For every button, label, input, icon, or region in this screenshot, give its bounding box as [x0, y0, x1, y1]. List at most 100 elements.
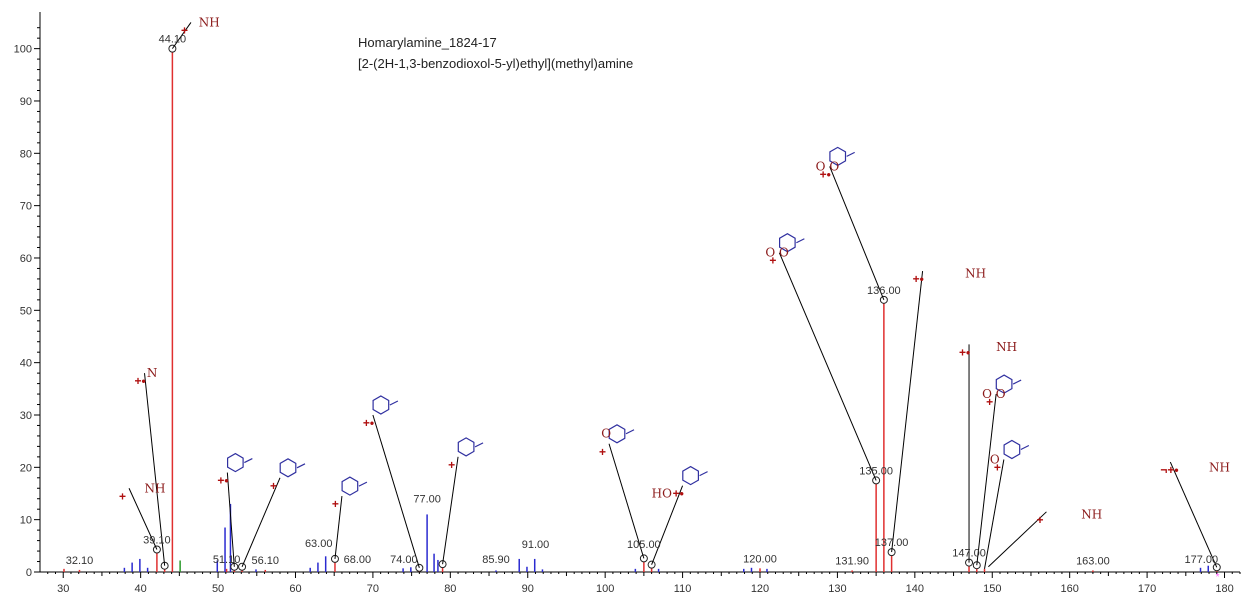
- leader-line: [241, 477, 281, 567]
- bond-shape: [699, 471, 708, 477]
- fragment-charge: +•: [673, 487, 684, 501]
- x-tick-label: 50: [212, 583, 224, 595]
- ring-shape: [778, 233, 796, 253]
- fragment-structure: +: [448, 437, 484, 472]
- fragment-atom-label: O O: [816, 159, 840, 173]
- leader-line: [171, 22, 192, 49]
- peak-value-label: 137.00: [875, 537, 909, 549]
- bond-shape: [244, 458, 253, 464]
- bond-shape: [474, 442, 484, 448]
- fragment-structure: +•: [363, 395, 399, 430]
- fragment-atom-label: NH: [199, 15, 220, 29]
- y-tick-label: 0: [26, 567, 32, 579]
- fragment-charge: +: [332, 497, 339, 511]
- fragment-atom-label: O: [990, 452, 1000, 466]
- leader-line: [608, 443, 645, 559]
- fragment-charge: +•: [913, 272, 924, 286]
- x-tick-label: 100: [596, 583, 614, 595]
- peak-value-label: 105.00: [627, 539, 661, 551]
- x-tick-label: 90: [522, 583, 534, 595]
- ring-shape: [372, 395, 390, 415]
- y-tick-label: 80: [20, 148, 32, 160]
- x-tick-label: 150: [983, 583, 1001, 595]
- fragment-atom-label: NH: [1209, 460, 1230, 474]
- peak-value-label: 77.00: [413, 494, 441, 506]
- x-tick-label: 160: [1060, 583, 1078, 595]
- fragment-atom-label: NH: [1081, 507, 1102, 521]
- peak-value-label: 32.10: [66, 555, 94, 567]
- fragment-structure: NH +•: [959, 340, 1017, 359]
- chart-title-line2: [2-(2H-1,3-benzodioxol-5-yl)ethyl](methy…: [358, 56, 633, 71]
- leader-line: [651, 485, 684, 565]
- fragment-structure: NH ¬+•: [1160, 460, 1230, 477]
- bond-shape: [1012, 379, 1022, 385]
- ring-shape: [995, 374, 1013, 394]
- fragment-structure: NH +: [119, 481, 165, 503]
- bond-shape: [625, 429, 635, 435]
- leader-line: [442, 456, 459, 565]
- fragment-charge: +: [1036, 513, 1043, 527]
- fragment-charge: +•: [820, 167, 831, 181]
- fragment-structure: N+•: [135, 366, 158, 388]
- peak-value-label: 177.00: [1184, 554, 1218, 566]
- ring-shape: [682, 465, 700, 486]
- fragment-charge: +: [119, 489, 126, 503]
- fragment-atom-label: N: [147, 366, 158, 380]
- x-tick-label: 180: [1215, 583, 1233, 595]
- fragment-charge: +•: [959, 345, 970, 359]
- ring-shape: [227, 452, 244, 473]
- fragment-charge: +•: [217, 474, 228, 488]
- fragment-structure: +: [332, 476, 368, 511]
- fragment-structure: NH +: [181, 15, 220, 37]
- leader-line: [128, 488, 158, 550]
- leader-line: [976, 393, 997, 566]
- bond-shape: [296, 463, 306, 469]
- fragment-structure: O+: [599, 424, 635, 459]
- fragment-charge: +: [986, 395, 993, 409]
- x-tick-label: 170: [1138, 583, 1156, 595]
- chart-title-line1: Homarylamine_1824-17: [358, 35, 497, 50]
- x-tick-label: 110: [674, 583, 692, 595]
- peak-value-label: 56.10: [252, 555, 280, 567]
- peak-value-label: 74.00: [390, 554, 418, 566]
- fragment-atom-label: NH: [996, 340, 1017, 354]
- peak-value-label: 68.00: [344, 554, 372, 566]
- fragment-charge: +: [270, 479, 277, 493]
- fragment-charge: +: [994, 460, 1001, 474]
- x-axis-marker: *: [1216, 572, 1220, 583]
- leader-line: [372, 414, 420, 568]
- x-tick-label: 130: [828, 583, 846, 595]
- y-tick-label: 50: [20, 305, 32, 317]
- peak-value-label: 91.00: [522, 539, 550, 551]
- fragment-atom-label: O O: [982, 387, 1006, 401]
- bond-shape: [796, 238, 805, 244]
- peak-value-label: 85.90: [482, 554, 510, 566]
- x-tick-label: 70: [367, 583, 379, 595]
- fragment-charge: +: [181, 23, 188, 37]
- fragment-charge: +: [599, 445, 606, 459]
- y-tick-label: 20: [20, 462, 32, 474]
- leader-line: [988, 511, 1047, 568]
- ring-shape: [279, 458, 297, 478]
- fragment-structure: O+: [990, 439, 1030, 474]
- bond-shape: [1020, 444, 1030, 451]
- fragment-charge: ¬+•: [1160, 463, 1178, 477]
- fragment-structures: NH+N+•NH++• +++•+O+HO +•O O+O O+•NH+•NH+•O…: [119, 15, 1230, 526]
- peak-value-label: 163.00: [1076, 555, 1110, 567]
- fragment-structure: NH +: [1036, 507, 1102, 526]
- fragment-charge: +: [769, 254, 776, 268]
- fragment-charge: +: [448, 458, 455, 472]
- bond-shape: [358, 481, 368, 487]
- peak-value-label: 120.00: [743, 553, 777, 565]
- fragment-atom-label: O O: [765, 246, 789, 260]
- x-tick-label: 40: [135, 583, 147, 595]
- bond-shape: [846, 151, 855, 157]
- leader-line: [144, 373, 166, 566]
- fragment-structure: +•: [217, 452, 253, 488]
- leader-line: [1169, 461, 1218, 568]
- fragment-structure: +: [270, 458, 306, 493]
- peaks: [63, 44, 1221, 572]
- leader-line: [829, 166, 885, 301]
- y-tick-label: 100: [14, 44, 32, 56]
- peak-value-label: 44.10: [159, 34, 187, 46]
